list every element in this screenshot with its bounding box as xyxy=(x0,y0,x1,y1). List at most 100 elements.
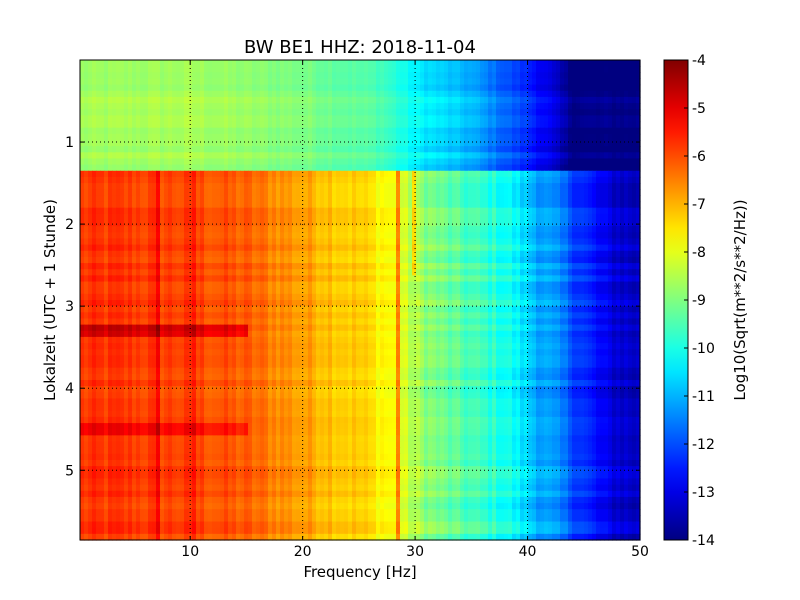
heatmap-cell xyxy=(604,164,609,172)
heatmap-cell xyxy=(352,170,357,178)
heatmap-cell xyxy=(104,256,109,264)
heatmap-cell xyxy=(420,60,425,67)
heatmap-cell xyxy=(200,256,205,264)
heatmap-cell xyxy=(332,60,337,67)
heatmap-cell xyxy=(204,109,209,116)
heatmap-cell xyxy=(600,133,605,141)
heatmap-cell xyxy=(616,238,621,246)
heatmap-cell xyxy=(564,164,569,172)
heatmap-cell xyxy=(204,195,209,203)
heatmap-cell xyxy=(372,72,377,80)
heatmap-cell xyxy=(264,207,269,215)
heatmap-cell xyxy=(128,226,133,233)
heatmap-cell xyxy=(268,72,273,80)
heatmap-cell xyxy=(364,176,369,184)
heatmap-cell xyxy=(264,60,269,67)
heatmap-cell xyxy=(384,109,389,116)
heatmap-cell xyxy=(168,170,173,178)
heatmap-cell xyxy=(256,244,261,252)
heatmap-cell xyxy=(148,84,153,92)
heatmap-cell xyxy=(400,220,405,227)
heatmap-cell xyxy=(144,232,149,240)
heatmap-cell xyxy=(336,96,341,104)
heatmap-cell xyxy=(504,109,509,116)
heatmap-cell xyxy=(392,78,397,86)
heatmap-cell xyxy=(164,220,169,227)
heatmap-cell xyxy=(476,133,481,141)
heatmap-cell xyxy=(264,213,269,221)
heatmap-cell xyxy=(416,164,421,172)
heatmap-cell xyxy=(248,84,253,92)
heatmap-cell xyxy=(628,66,633,73)
heatmap-cell xyxy=(172,78,177,86)
heatmap-cell xyxy=(424,176,429,184)
heatmap-cell xyxy=(280,176,285,184)
heatmap-cell xyxy=(320,238,325,246)
heatmap-cell xyxy=(108,103,113,110)
heatmap-cell xyxy=(432,170,437,178)
heatmap-cell xyxy=(580,201,585,209)
heatmap-cell xyxy=(92,121,97,129)
heatmap-cell xyxy=(204,213,209,221)
heatmap-cell xyxy=(532,238,537,246)
heatmap-cell xyxy=(252,275,257,283)
heatmap-cell xyxy=(116,146,121,153)
heatmap-cell xyxy=(360,213,365,221)
heatmap-cell xyxy=(236,201,241,209)
heatmap-cell xyxy=(408,213,413,221)
heatmap-cell xyxy=(136,226,141,233)
heatmap-cell xyxy=(352,140,357,147)
heatmap-cell xyxy=(636,66,641,73)
heatmap-cell xyxy=(580,121,585,129)
heatmap-cell xyxy=(388,60,393,67)
heatmap-cell xyxy=(464,232,469,240)
heatmap-cell xyxy=(288,115,293,123)
heatmap-cell xyxy=(124,72,129,80)
heatmap-cell xyxy=(148,66,153,73)
heatmap-cell xyxy=(168,238,173,246)
heatmap-cell xyxy=(528,96,533,104)
heatmap-cell xyxy=(336,170,341,178)
heatmap-cell xyxy=(280,78,285,86)
heatmap-cell xyxy=(280,164,285,172)
heatmap-cell xyxy=(324,140,329,147)
heatmap-cell xyxy=(216,103,221,110)
heatmap-cell xyxy=(412,183,417,190)
heatmap-cell xyxy=(284,207,289,215)
heatmap-cell xyxy=(316,244,321,252)
heatmap-cell xyxy=(460,263,465,270)
heatmap-cell xyxy=(288,109,293,116)
heatmap-cell xyxy=(316,72,321,80)
heatmap-cell xyxy=(636,146,641,153)
heatmap-cell xyxy=(540,244,545,252)
heatmap-cell xyxy=(184,66,189,73)
heatmap-cell xyxy=(364,96,369,104)
heatmap-cell xyxy=(624,256,629,264)
heatmap-cell xyxy=(228,189,233,196)
heatmap-cell xyxy=(392,250,397,258)
heatmap-cell xyxy=(124,263,129,270)
heatmap-cell xyxy=(384,183,389,190)
heatmap-cell xyxy=(472,140,477,147)
heatmap-cell xyxy=(628,164,633,172)
heatmap-cell xyxy=(296,60,301,67)
heatmap-cell xyxy=(184,220,189,227)
heatmap-cell xyxy=(300,78,305,86)
heatmap-cell xyxy=(436,226,441,233)
heatmap-cell xyxy=(124,226,129,233)
heatmap-cell xyxy=(312,183,317,190)
heatmap-cell xyxy=(448,213,453,221)
heatmap-cell xyxy=(532,96,537,104)
heatmap-cell xyxy=(376,109,381,116)
heatmap-cell xyxy=(456,115,461,123)
heatmap-cell xyxy=(180,140,185,147)
heatmap-cell xyxy=(208,115,213,123)
heatmap-cell xyxy=(148,127,153,135)
heatmap-cell xyxy=(188,66,193,73)
heatmap-cell xyxy=(444,201,449,209)
heatmap-cell xyxy=(628,146,633,153)
heatmap-cell xyxy=(304,121,309,129)
heatmap-cell xyxy=(176,133,181,141)
heatmap-cell xyxy=(372,195,377,203)
heatmap-cell xyxy=(96,66,101,73)
